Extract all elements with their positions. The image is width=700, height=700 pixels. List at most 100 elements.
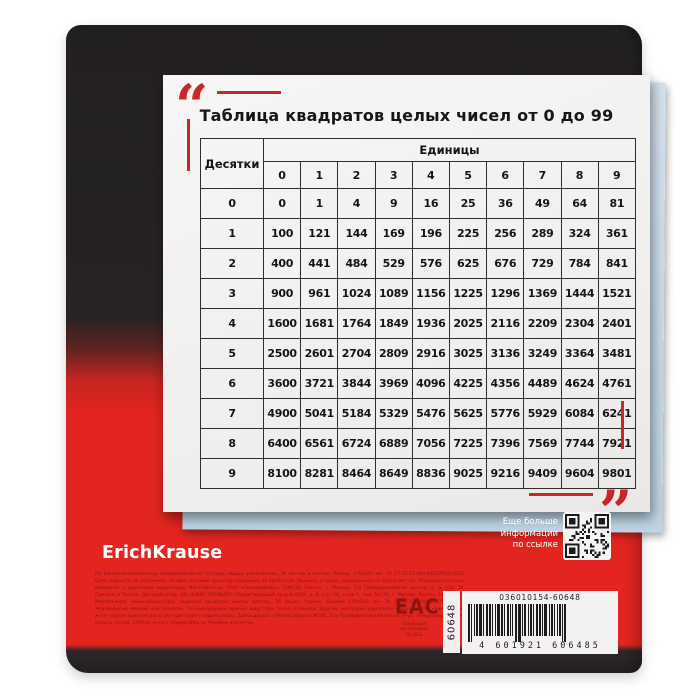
square-value-cell: 5929 <box>523 398 562 429</box>
tens-cell: 0 <box>200 188 264 219</box>
square-value-cell: 441 <box>300 248 339 279</box>
table-row: 6 3600 3721 3844 3969 4096 4225 4356 4489 4624 476… <box>200 368 637 399</box>
qr-caption-line: по ссылке <box>512 540 558 550</box>
square-value-cell: 6889 <box>374 428 413 459</box>
square-value-cell: 3969 <box>374 368 413 399</box>
square-value-cell: 9409 <box>523 458 562 489</box>
square-value-cell: 1600 <box>262 308 302 339</box>
eac-sub-line: изготовлена <box>400 626 428 632</box>
square-value-cell: 1156 <box>411 278 450 309</box>
square-value-cell: 4356 <box>486 368 525 399</box>
square-value-cell: 4761 <box>597 368 637 399</box>
square-value-cell: 9 <box>374 188 413 219</box>
table-row: 1 100 121 144 169 196 225 256 289 324 361 <box>200 218 637 249</box>
table-row: 7 4900 5041 5184 5329 5476 5625 5776 5929 6084 624… <box>200 398 637 429</box>
square-value-cell: 9216 <box>486 458 525 489</box>
square-value-cell: 324 <box>560 218 599 249</box>
square-value-cell: 484 <box>337 248 376 279</box>
side-number: 60648 <box>446 603 457 641</box>
square-value-cell: 6400 <box>262 428 302 459</box>
side-number-box: 60648 <box>443 591 460 653</box>
square-value-cell: 8281 <box>300 458 339 489</box>
open-quote-icon: “ <box>175 72 209 140</box>
square-value-cell: 1521 <box>597 278 637 309</box>
square-value-cell: 2500 <box>262 338 302 369</box>
square-value-cell: 1089 <box>374 278 413 309</box>
square-value-cell: 16 <box>411 188 450 219</box>
close-quote-line-horizontal <box>529 493 593 496</box>
square-value-cell: 8100 <box>262 458 302 489</box>
tens-cell: 8 <box>200 428 264 459</box>
qr-caption-line: информации <box>500 528 558 539</box>
square-value-cell: 1681 <box>300 308 339 339</box>
tens-cell: 3 <box>200 278 264 309</box>
square-value-cell: 2025 <box>448 308 488 339</box>
tens-header-cell: Десятки <box>200 138 264 189</box>
qr-caption: Еще больше информации по ссылке <box>476 517 558 552</box>
close-quote-line-vertical <box>621 401 624 449</box>
square-value-cell: 256 <box>486 218 525 249</box>
square-value-cell: 784 <box>560 248 599 279</box>
unit-column-header: 6 <box>486 161 525 189</box>
square-value-cell: 4900 <box>262 398 302 429</box>
square-value-cell: 2401 <box>597 308 637 339</box>
square-value-cell: 2916 <box>411 338 450 369</box>
fine-print-text: RU Школьно-письменные принадлежности: те… <box>95 572 465 626</box>
squares-table: Десятки Единицы 0 1 2 3 4 5 6 7 8 9 0 0 1 4 9 16 25 36 49 64 8… <box>200 138 637 489</box>
square-value-cell: 6241 <box>597 398 637 429</box>
square-value-cell: 49 <box>523 188 562 219</box>
square-value-cell: 8464 <box>337 458 376 489</box>
open-quote-line-horizontal <box>217 91 281 94</box>
unit-column-header: 9 <box>597 161 637 189</box>
eac-sub-line: Продукция <box>401 621 427 626</box>
square-value-cell: 400 <box>262 248 302 279</box>
square-value-cell: 9801 <box>597 458 637 489</box>
table-row: 0 0 1 4 9 16 25 36 49 64 81 <box>200 188 637 219</box>
square-value-cell: 3364 <box>560 338 599 369</box>
square-value-cell: 7744 <box>560 428 599 459</box>
square-value-cell: 900 <box>262 278 302 309</box>
square-value-cell: 961 <box>300 278 339 309</box>
eac-sub-text: Продукция изготовлена 10.2023 <box>383 621 445 637</box>
square-value-cell: 3600 <box>262 368 302 399</box>
square-value-cell: 4225 <box>448 368 488 399</box>
square-value-cell: 25 <box>448 188 488 219</box>
square-value-cell: 361 <box>597 218 637 249</box>
square-value-cell: 1296 <box>486 278 525 309</box>
units-header-cell: Единицы <box>263 138 636 162</box>
square-value-cell: 225 <box>448 218 488 249</box>
square-value-cell: 7569 <box>523 428 562 459</box>
unit-column-header: 1 <box>300 161 339 189</box>
unit-column-header: 3 <box>374 161 413 189</box>
square-value-cell: 5329 <box>374 398 413 429</box>
square-value-cell: 4 <box>337 188 376 219</box>
tens-cell: 4 <box>200 308 264 339</box>
square-value-cell: 121 <box>300 218 339 249</box>
square-value-cell: 1024 <box>337 278 376 309</box>
square-value-cell: 64 <box>560 188 599 219</box>
tens-cell: 2 <box>200 248 264 279</box>
square-value-cell: 3844 <box>337 368 376 399</box>
square-value-cell: 2704 <box>337 338 376 369</box>
square-value-cell: 6561 <box>300 428 339 459</box>
square-value-cell: 100 <box>262 218 302 249</box>
eac-conformity-mark: EAC <box>395 595 440 619</box>
unit-column-header: 4 <box>411 161 450 189</box>
square-value-cell: 841 <box>597 248 637 279</box>
square-value-cell: 1849 <box>374 308 413 339</box>
square-value-cell: 2809 <box>374 338 413 369</box>
brand-logo: ErichKrause <box>102 543 223 563</box>
square-value-cell: 7225 <box>448 428 488 459</box>
unit-column-header: 5 <box>448 161 488 189</box>
square-value-cell: 3025 <box>448 338 488 369</box>
square-value-cell: 5776 <box>486 398 525 429</box>
square-value-cell: 1225 <box>448 278 488 309</box>
square-value-cell: 8836 <box>411 458 450 489</box>
table-row: 8 6400 6561 6724 6889 7056 7225 7396 7569 7744 792… <box>200 428 637 459</box>
square-value-cell: 529 <box>374 248 413 279</box>
unit-column-header: 8 <box>560 161 599 189</box>
square-value-cell: 3136 <box>486 338 525 369</box>
qr-caption-line: Еще больше <box>502 517 558 527</box>
barcode-bars-icon <box>468 604 566 642</box>
square-value-cell: 625 <box>448 248 488 279</box>
